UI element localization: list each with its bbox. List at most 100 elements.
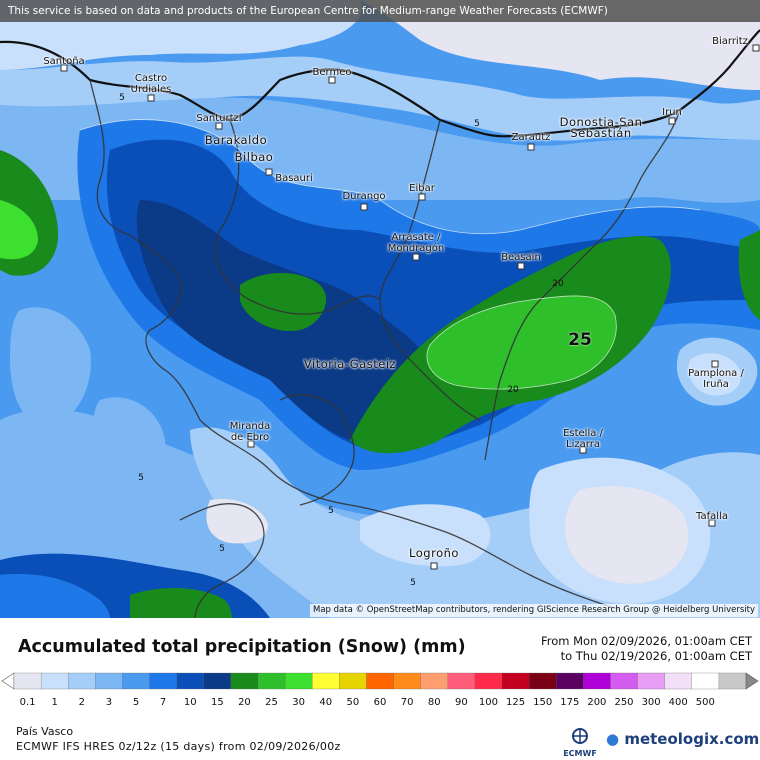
city-marker bbox=[328, 76, 336, 84]
scale-tick-label: 60 bbox=[373, 697, 387, 708]
contour-label: 5 bbox=[474, 119, 480, 129]
city-marker bbox=[708, 519, 716, 527]
city-marker bbox=[668, 117, 676, 125]
scale-tick-label: 300 bbox=[641, 697, 661, 708]
scale-cell bbox=[95, 672, 124, 690]
city-marker bbox=[579, 446, 587, 454]
city-label-santurtzi: Santurtzi bbox=[196, 113, 242, 124]
scale-cell bbox=[583, 672, 612, 690]
scale-cell bbox=[203, 672, 232, 690]
city-label-miranda: Miranda de Ebro bbox=[229, 421, 271, 443]
city-label-irun: Irun bbox=[662, 107, 682, 118]
city-label-logrono: Logroño bbox=[409, 546, 459, 560]
city-marker bbox=[360, 203, 368, 211]
scale-cell bbox=[230, 672, 259, 690]
scale-tick-label: 175 bbox=[560, 697, 580, 708]
scale-tick-label: 15 bbox=[210, 697, 224, 708]
scale-tick-label: 3 bbox=[105, 697, 113, 708]
map-attribution: Map data © OpenStreetMap contributors, r… bbox=[310, 604, 758, 617]
scale-tick-label: 70 bbox=[400, 697, 414, 708]
scale-cell bbox=[122, 672, 151, 690]
scale-cell bbox=[312, 672, 340, 690]
scale-cell bbox=[474, 672, 503, 690]
scale-cell bbox=[556, 672, 584, 690]
scale-tick-label: 1 bbox=[51, 697, 58, 708]
city-label-durango: Durango bbox=[342, 191, 386, 202]
city-label-vitoria-gasteiz: Vitoria-Gasteiz bbox=[303, 357, 397, 371]
city-label-eibar: Eibar bbox=[409, 183, 435, 194]
date-range: From Mon 02/09/2026, 01:00am CET to Thu … bbox=[541, 634, 752, 664]
city-label-bilbao: Bilbao bbox=[234, 150, 274, 164]
ecmwf-logo: ECMWF bbox=[560, 727, 600, 758]
city-marker bbox=[430, 562, 438, 570]
scale-tick-label: 10 bbox=[183, 697, 197, 708]
city-label-bermeo: Bermeo bbox=[312, 67, 352, 78]
scale-tick-label: 100 bbox=[478, 697, 498, 708]
contour-label: 20 bbox=[552, 279, 564, 289]
city-label-tafalla: Tafalla bbox=[696, 511, 728, 522]
city-label-castro-urdiales: Castro Urdiales bbox=[130, 73, 172, 95]
scale-cell bbox=[284, 672, 313, 690]
scale-tick-label: 150 bbox=[533, 697, 553, 708]
scale-tick-label: 400 bbox=[668, 697, 688, 708]
city-label-basauri: Basauri bbox=[275, 173, 313, 184]
scale-cell bbox=[528, 672, 557, 690]
scale-tick-label: 5 bbox=[132, 697, 140, 708]
scale-tick-label: 90 bbox=[454, 697, 468, 708]
city-marker bbox=[147, 94, 155, 102]
scale-tick-label: 125 bbox=[506, 697, 526, 708]
brand-globe-icon: ● bbox=[606, 730, 620, 748]
scale-tick-label: 25 bbox=[265, 697, 278, 708]
city-label-santona: Santoña bbox=[43, 56, 85, 67]
scale-cell bbox=[637, 672, 666, 690]
scale-arrow-high bbox=[745, 672, 759, 690]
scale-tick-label: 20 bbox=[238, 697, 251, 708]
city-marker bbox=[752, 44, 760, 52]
city-marker bbox=[517, 262, 525, 270]
map-canvas bbox=[0, 0, 760, 618]
region-name: País Vasco bbox=[16, 725, 74, 738]
color-scale-ticks: 0.1 1 2 3 5 7 10 15 20 25 30 40 50 60 70 80 90 100 125 150 1… bbox=[0, 697, 760, 711]
contour-label: 5 bbox=[328, 506, 334, 516]
scale-tick-label: 40 bbox=[319, 697, 333, 708]
city-marker bbox=[215, 122, 223, 130]
color-scale-bar bbox=[1, 672, 759, 690]
ecmwf-disclaimer-banner: This service is based on data and produc… bbox=[0, 0, 760, 22]
precipitation-map[interactable] bbox=[0, 0, 760, 618]
model-info: ECMWF IFS HRES 0z/12z (15 days) from 02/… bbox=[16, 740, 341, 753]
date-range-from: From Mon 02/09/2026, 01:00am CET bbox=[540, 634, 752, 648]
city-marker bbox=[247, 440, 255, 448]
meteologix-brand[interactable]: ● meteologix.com bbox=[606, 730, 759, 748]
city-label-estella: Estella / Lizarra bbox=[563, 428, 603, 450]
city-marker bbox=[711, 360, 719, 368]
scale-cell bbox=[257, 672, 286, 690]
scale-tick-label: 80 bbox=[427, 697, 441, 708]
scale-cell bbox=[68, 672, 96, 690]
contour-label: 5 bbox=[219, 544, 225, 554]
scale-tick-label: 250 bbox=[614, 697, 634, 708]
city-marker bbox=[527, 143, 535, 151]
scale-cell bbox=[339, 672, 368, 690]
scale-cell bbox=[718, 672, 747, 690]
city-label-biarritz: Biarritz bbox=[712, 36, 748, 47]
scale-tick-label: 50 bbox=[346, 697, 360, 708]
scale-arrow-low bbox=[1, 672, 15, 690]
city-marker bbox=[60, 64, 68, 72]
brand-text: meteologix.com bbox=[624, 730, 760, 748]
ecmwf-logo-text: ECMWF bbox=[563, 749, 597, 758]
scale-cell bbox=[366, 672, 395, 690]
city-marker bbox=[418, 193, 426, 201]
scale-cell bbox=[691, 672, 720, 690]
scale-cell bbox=[393, 672, 422, 690]
contour-label: 5 bbox=[410, 578, 416, 588]
contour-label: 5 bbox=[119, 93, 125, 103]
city-label-pamplona: Pamplona / Iruña bbox=[688, 368, 744, 390]
scale-cell bbox=[13, 672, 42, 690]
contour-label: 20 bbox=[507, 385, 519, 395]
scale-tick-label: 500 bbox=[695, 697, 715, 708]
ecmwf-globe-icon bbox=[572, 728, 588, 744]
city-marker bbox=[412, 253, 420, 261]
scale-tick-label: 2 bbox=[78, 697, 85, 708]
scale-cell bbox=[501, 672, 530, 690]
city-label-arrasate: Arrasate / Mondragón bbox=[387, 232, 445, 254]
